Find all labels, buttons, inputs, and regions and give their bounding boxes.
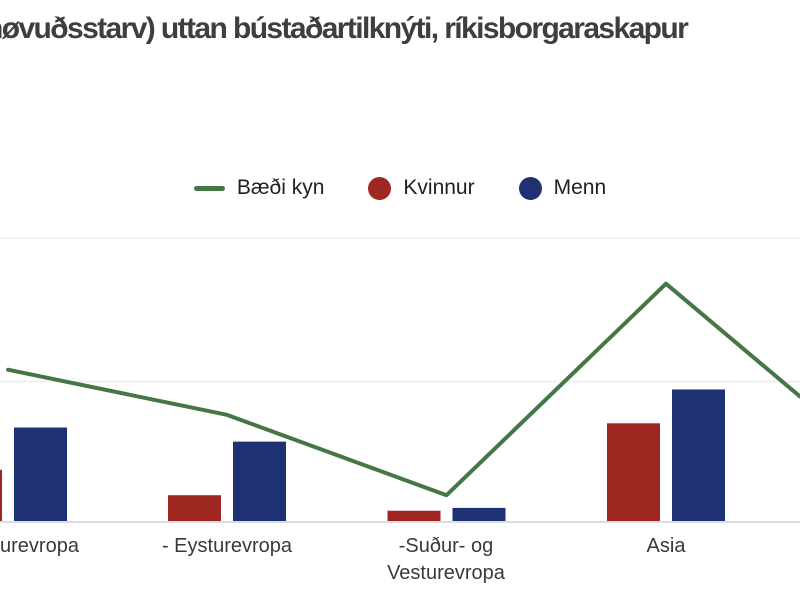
bar-kvinnur-3[interactable] <box>607 423 660 522</box>
x-axis-label: urevropa <box>0 535 79 557</box>
bar-kvinnur-2[interactable] <box>387 510 441 522</box>
dot-swatch-icon <box>368 176 392 200</box>
chart-title-wrap: høvuðsstarv) uttan bústaðartilknýti, rík… <box>0 12 800 64</box>
legend-label: Menn <box>553 176 607 199</box>
bar-menn-3[interactable] <box>672 389 725 522</box>
legend-item-menn[interactable]: Menn <box>518 176 607 200</box>
line-badi-kyn[interactable] <box>6 281 800 498</box>
x-axis-label: -Suður- og Vesturevropa <box>387 535 505 584</box>
bar-kvinnur-1[interactable] <box>168 495 221 522</box>
legend-label: Bæði kyn <box>236 176 325 199</box>
legend-item-badi-kyn[interactable]: Bæði kyn <box>193 176 325 200</box>
x-axis-labels: urevropa - Eysturevropa -Suður- og Vestu… <box>0 533 800 593</box>
dot-swatch-icon <box>518 176 542 200</box>
x-axis-label: Asia <box>646 535 686 557</box>
bar-menn-1[interactable] <box>233 441 286 522</box>
x-axis-label: - Eysturevropa <box>161 535 293 557</box>
bar-kvinnur-0[interactable] <box>0 469 2 522</box>
bar-menn-0[interactable] <box>14 427 67 522</box>
line-swatch-icon <box>193 185 225 191</box>
legend-item-kvinnur[interactable]: Kvinnur <box>368 176 475 200</box>
bar-menn-2[interactable] <box>452 507 506 522</box>
legend-label: Kvinnur <box>403 176 475 199</box>
chart-title: høvuðsstarv) uttan bústaðartilknýti, rík… <box>0 12 689 45</box>
legend: Bæði kyn Kvinnur Menn <box>0 176 800 200</box>
